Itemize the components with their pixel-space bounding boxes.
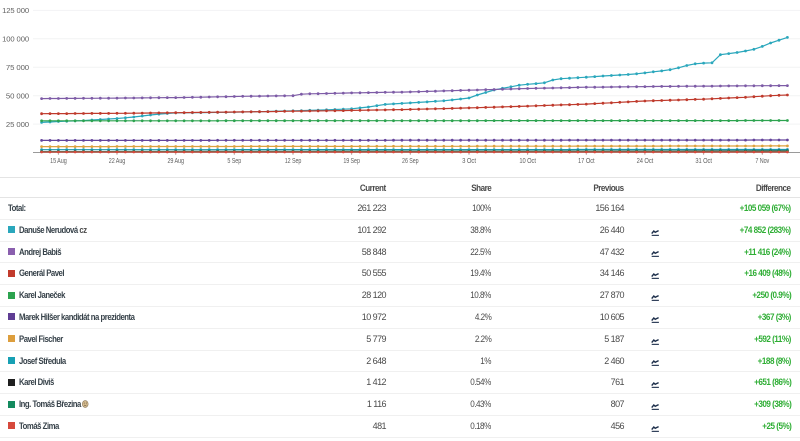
svg-text:22 Aug: 22 Aug [109,156,126,165]
svg-text:100 000: 100 000 [2,35,29,44]
svg-text:50 000: 50 000 [6,92,29,101]
svg-text:31 Oct: 31 Oct [695,156,712,165]
svg-text:17 Oct: 17 Oct [578,156,595,165]
svg-text:75 000: 75 000 [6,63,29,72]
svg-text:19 Sep: 19 Sep [343,156,360,165]
svg-text:10 Oct: 10 Oct [519,156,536,165]
svg-text:5 Sep: 5 Sep [227,156,241,165]
svg-text:24 Oct: 24 Oct [637,156,654,165]
svg-text:25 000: 25 000 [6,120,29,129]
svg-text:7 Nov: 7 Nov [755,156,769,165]
svg-text:26 Sep: 26 Sep [402,156,419,165]
svg-text:12 Sep: 12 Sep [285,156,302,165]
svg-text:29 Aug: 29 Aug [167,156,184,165]
svg-text:15 Aug: 15 Aug [50,156,67,165]
svg-text:125 000: 125 000 [2,6,29,15]
svg-text:3 Oct: 3 Oct [462,156,476,165]
